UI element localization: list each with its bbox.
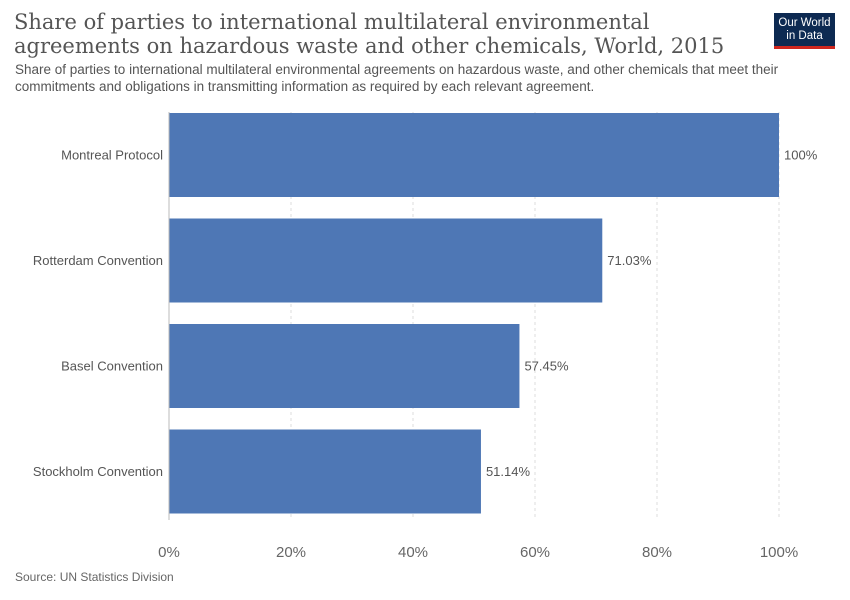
- x-tick-label: 60%: [520, 544, 550, 561]
- logo-line-2: in Data: [786, 30, 823, 42]
- category-label: Rotterdam Convention: [33, 253, 163, 268]
- value-label: 51.14%: [486, 464, 531, 479]
- x-tick-label: 40%: [398, 544, 428, 561]
- source-note[interactable]: Source: UN Statistics Division: [15, 570, 174, 584]
- x-tick-label: 20%: [276, 544, 306, 561]
- chart-title: Share of parties to international multil…: [14, 10, 725, 58]
- value-label: 100%: [784, 148, 818, 163]
- category-label: Montreal Protocol: [61, 148, 163, 163]
- x-tick-label: 0%: [158, 544, 180, 561]
- bar: [169, 218, 603, 303]
- x-tick-label: 80%: [642, 544, 672, 561]
- x-tick-label: 100%: [760, 544, 798, 561]
- value-label: 57.45%: [524, 359, 569, 374]
- bar: [169, 324, 520, 408]
- owid-logo[interactable]: Our World in Data: [774, 13, 835, 49]
- bar: [169, 113, 779, 197]
- logo-line-1: Our World: [778, 17, 831, 29]
- category-label: Stockholm Convention: [33, 464, 163, 479]
- chart-subtitle: Share of parties to international multil…: [15, 62, 779, 94]
- bar: [169, 429, 481, 514]
- category-label: Basel Convention: [61, 359, 163, 374]
- value-label: 71.03%: [607, 253, 652, 268]
